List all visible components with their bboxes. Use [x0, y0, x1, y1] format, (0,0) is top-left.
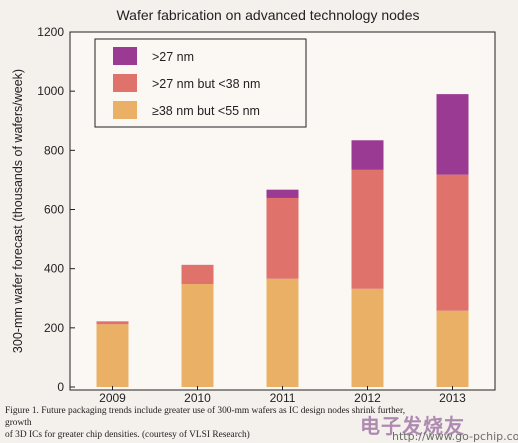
bar-segment-2010-series-0 — [181, 284, 214, 387]
chart: Wafer fabrication on advanced technology… — [11, 7, 496, 405]
bar-segment-2011-series-1 — [266, 197, 299, 279]
x-tick-label: 2012 — [354, 391, 381, 405]
watermark-logo-text: 电子发烧友 — [360, 414, 465, 438]
legend-label: ≥38 nm but <55 nm — [152, 104, 260, 118]
chart-title: Wafer fabrication on advanced technology… — [116, 7, 419, 23]
bar-segment-2012-series-0 — [351, 288, 384, 387]
bar-segment-2011-series-2 — [266, 189, 299, 198]
x-tick-label: 2011 — [270, 391, 296, 405]
y-tick-label: 1200 — [37, 25, 64, 39]
caption-line-2: of 3D ICs for greater chip densities. (c… — [5, 430, 250, 440]
bar-segment-2013-series-1 — [436, 174, 469, 311]
bar-segment-2012-series-2 — [351, 140, 384, 170]
legend-swatch — [113, 47, 137, 65]
x-axis-ticks: 2009 2010 2011 2012 2013 — [99, 386, 466, 405]
bar-segment-2009-series-0 — [96, 324, 129, 387]
x-tick-label: 2009 — [99, 391, 126, 405]
bar-segment-2013-series-2 — [436, 94, 469, 175]
y-tick-label: 600 — [44, 203, 64, 217]
y-tick-label: 800 — [44, 143, 64, 157]
legend-swatch — [113, 101, 137, 119]
watermark: 电子发烧友 http://www.go-pchip.com — [360, 410, 518, 443]
y-tick-label: 200 — [44, 321, 64, 335]
legend-label: >27 nm but <38 nm — [152, 77, 260, 91]
legend-label: >27 nm — [152, 50, 194, 64]
y-axis-label: 300-mm wafer forecast (thousands of wafe… — [11, 69, 25, 353]
y-tick-label: 400 — [44, 262, 64, 276]
bar-segment-2009-series-1 — [96, 321, 129, 325]
bar-segment-2012-series-1 — [351, 169, 384, 289]
y-axis-ticks: 0 200 400 600 800 1000 1200 — [37, 25, 75, 394]
x-tick-label: 2010 — [184, 391, 211, 405]
watermark-url: http://www.go-pchip.com — [392, 430, 518, 443]
bar-segment-2013-series-0 — [436, 310, 469, 387]
y-tick-label: 1000 — [37, 84, 64, 98]
legend: >27 nm >27 nm but <38 nm ≥38 nm but <55 nm — [94, 38, 307, 128]
legend-swatch — [113, 74, 137, 92]
bar-segment-2010-series-1 — [181, 264, 214, 285]
figure-caption: Figure 1. Future packaging trends includ… — [5, 405, 425, 441]
x-tick-label: 2013 — [439, 391, 466, 405]
bars — [96, 94, 469, 387]
bar-segment-2011-series-0 — [266, 278, 299, 387]
y-tick-label: 0 — [57, 380, 64, 394]
caption-line-1: Figure 1. Future packaging trends includ… — [5, 406, 406, 428]
